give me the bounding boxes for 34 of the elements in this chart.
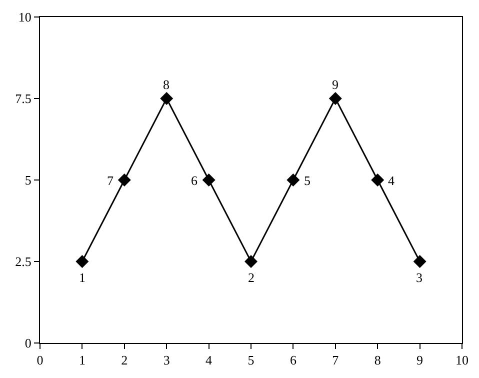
point bbox=[244, 255, 258, 268]
x-tick-label: 10 bbox=[456, 352, 468, 368]
point bbox=[202, 174, 216, 186]
y-tick-label: 2.5 bbox=[15, 254, 32, 270]
annotation: 9 bbox=[332, 77, 338, 92]
point bbox=[286, 174, 300, 186]
annotation: 3 bbox=[416, 270, 422, 285]
x-tick-label: 7 bbox=[332, 352, 340, 368]
annotation: 2 bbox=[248, 270, 254, 285]
y-tick-label: 0 bbox=[24, 336, 32, 351]
x-tick-label: 4 bbox=[206, 352, 213, 368]
y-tick-label: 7.5 bbox=[15, 91, 32, 106]
x-tick-label: 8 bbox=[374, 352, 381, 368]
point bbox=[76, 255, 89, 268]
point bbox=[371, 174, 384, 186]
x-tick-label: 6 bbox=[290, 352, 297, 368]
x-tick-label: 0 bbox=[36, 352, 44, 368]
point bbox=[160, 92, 174, 105]
point bbox=[328, 92, 342, 105]
x-tick-label: 1 bbox=[78, 352, 86, 368]
point bbox=[413, 255, 426, 268]
annotation: 7 bbox=[107, 173, 114, 188]
annotation: 6 bbox=[191, 173, 198, 188]
annotation: 8 bbox=[163, 77, 170, 92]
x-tick-label: 3 bbox=[163, 352, 170, 368]
x-tick-label: 5 bbox=[248, 352, 254, 368]
point bbox=[118, 174, 131, 186]
annotation: 1 bbox=[79, 270, 86, 285]
annotation: 4 bbox=[388, 173, 395, 188]
x-tick-label: 9 bbox=[416, 352, 424, 368]
x-tick-label: 2 bbox=[121, 352, 128, 368]
y-tick-label: 10 bbox=[18, 10, 32, 25]
annotation: 5 bbox=[304, 173, 310, 188]
y-tick-label: 5 bbox=[24, 172, 32, 188]
